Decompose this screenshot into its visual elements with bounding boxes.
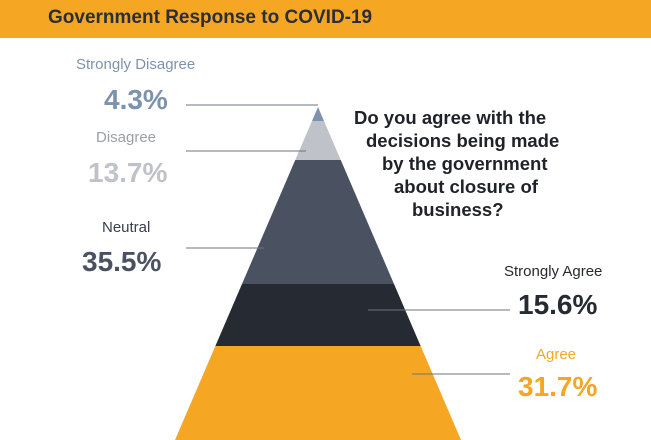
pyramid-segment-strongly-agree bbox=[215, 284, 421, 346]
segment-value: 15.6% bbox=[518, 289, 598, 320]
segment-value: 13.7% bbox=[88, 157, 168, 188]
segment-label: Strongly Disagree bbox=[76, 56, 196, 73]
pyramid-segments bbox=[175, 107, 461, 440]
survey-question: Do you agree with the decisions being ma… bbox=[340, 106, 600, 221]
header-bar: Government Response to COVID-19 bbox=[0, 0, 651, 38]
chart-title: Government Response to COVID-19 bbox=[48, 7, 373, 28]
question-line: by the government bbox=[382, 153, 548, 174]
question-line: business? bbox=[412, 199, 504, 220]
question-line: about closure of bbox=[394, 176, 538, 197]
segment-value: 35.5% bbox=[82, 246, 162, 277]
segment-value: 31.7% bbox=[518, 371, 598, 402]
segment-label: Strongly Agree bbox=[504, 263, 603, 280]
segment-label: Neutral bbox=[102, 219, 151, 236]
segment-value: 4.3% bbox=[104, 84, 168, 115]
segment-label: Disagree bbox=[96, 129, 157, 146]
pyramid-segment-neutral bbox=[241, 160, 395, 284]
pyramid-segment-agree bbox=[175, 346, 461, 440]
leader-lines bbox=[186, 104, 510, 375]
question-line: decisions being made bbox=[366, 130, 560, 151]
pyramid-segment-strongly-disagree bbox=[311, 107, 325, 121]
question-line: Do you agree with the bbox=[354, 107, 547, 128]
pyramid-segment-disagree bbox=[295, 121, 341, 160]
segment-label: Agree bbox=[536, 346, 577, 363]
